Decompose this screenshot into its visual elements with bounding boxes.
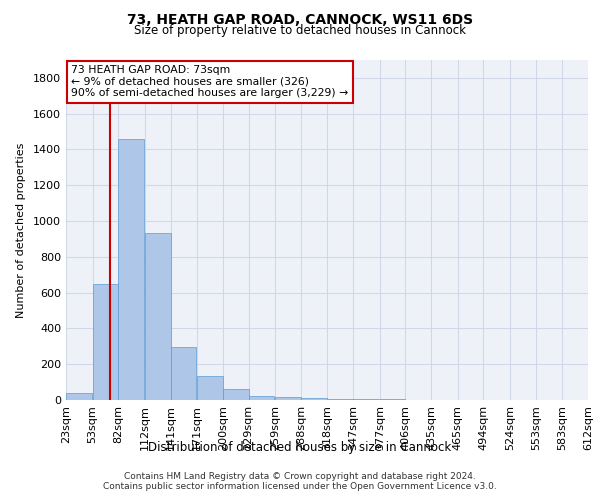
Text: Size of property relative to detached houses in Cannock: Size of property relative to detached ho… — [134, 24, 466, 37]
Bar — [301, 398, 326, 400]
Bar — [380, 399, 406, 400]
Text: Distribution of detached houses by size in Cannock: Distribution of detached houses by size … — [148, 441, 452, 454]
Bar — [170, 347, 196, 400]
Bar — [92, 284, 118, 400]
Bar — [223, 390, 248, 400]
Bar — [275, 398, 301, 400]
Bar — [145, 232, 170, 400]
Bar — [353, 399, 379, 400]
Bar — [118, 138, 144, 400]
Text: 73 HEATH GAP ROAD: 73sqm
← 9% of detached houses are smaller (326)
90% of semi-d: 73 HEATH GAP ROAD: 73sqm ← 9% of detache… — [71, 65, 349, 98]
Bar — [66, 393, 92, 400]
Text: 73, HEATH GAP ROAD, CANNOCK, WS11 6DS: 73, HEATH GAP ROAD, CANNOCK, WS11 6DS — [127, 12, 473, 26]
Y-axis label: Number of detached properties: Number of detached properties — [16, 142, 26, 318]
Text: Contains public sector information licensed under the Open Government Licence v3: Contains public sector information licen… — [103, 482, 497, 491]
Bar — [248, 396, 274, 400]
Text: Contains HM Land Registry data © Crown copyright and database right 2024.: Contains HM Land Registry data © Crown c… — [124, 472, 476, 481]
Bar — [328, 399, 353, 400]
Bar — [197, 376, 223, 400]
